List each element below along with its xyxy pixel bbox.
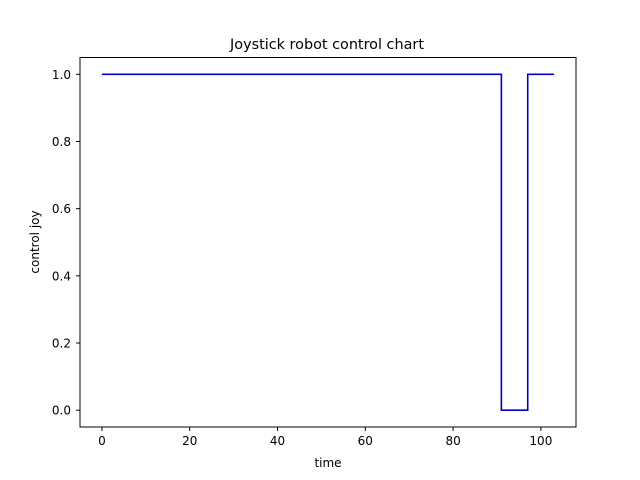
x-tick-label: 60	[358, 434, 373, 448]
y-tick-label: 1.0	[52, 68, 71, 82]
plot-frame	[79, 57, 577, 428]
y-tick-label: 0.4	[52, 269, 71, 283]
x-tick-label: 40	[270, 434, 285, 448]
y-tick-label: 0.0	[52, 404, 71, 418]
y-tick-label: 0.6	[52, 202, 71, 216]
series-layer	[101, 73, 555, 412]
x-tick-label: 100	[529, 434, 552, 448]
series-line-0	[101, 73, 555, 412]
y-axis-title: control joy	[28, 210, 42, 273]
x-axis-title: time	[314, 456, 341, 470]
y-tick-label: 0.2	[52, 337, 71, 351]
x-tick-label: 80	[445, 434, 460, 448]
ticks-layer: 0 20 40 60 80 100 0.0 0.2 0.4 0.6 0.8 1.0	[52, 68, 552, 448]
chart-title: Joystick robot control chart	[229, 37, 424, 53]
x-tick-label: 0	[98, 434, 106, 448]
x-tick-label: 20	[182, 434, 197, 448]
y-tick-label: 0.8	[52, 135, 71, 149]
